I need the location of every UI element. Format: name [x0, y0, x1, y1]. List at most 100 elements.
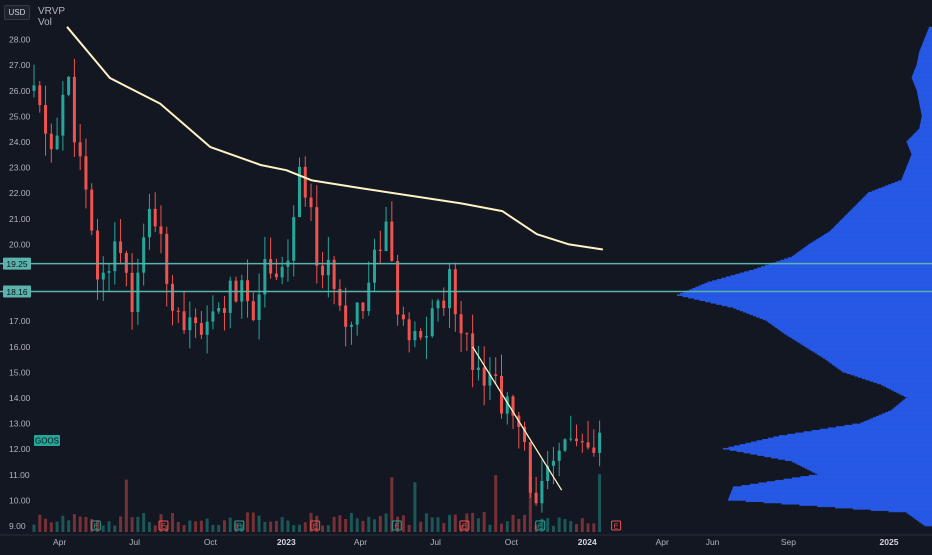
- currency-button[interactable]: USD: [4, 5, 30, 20]
- volume-bar: [454, 515, 457, 532]
- candle-body: [425, 336, 428, 338]
- candle-body: [50, 134, 53, 149]
- volume-bar: [442, 523, 445, 532]
- candle-body: [119, 241, 122, 253]
- volume-bar: [177, 522, 180, 532]
- volume-bar: [246, 512, 249, 532]
- candle-body: [390, 222, 393, 261]
- volume-bar: [84, 517, 87, 532]
- volume-bar: [298, 525, 301, 532]
- volume-bar: [33, 525, 36, 532]
- candle-body: [217, 308, 220, 311]
- candle-body: [73, 77, 76, 142]
- volume-bar: [379, 516, 382, 532]
- candle-body: [229, 281, 232, 313]
- price-level-label: 18.16: [6, 287, 28, 297]
- volume-bar: [44, 519, 47, 532]
- candle-body: [281, 267, 284, 277]
- volume-bar: [188, 520, 191, 532]
- volume-bar: [448, 515, 451, 532]
- volume-bar: [67, 520, 70, 532]
- symbol-tag: GOOS: [34, 435, 60, 446]
- candle-body: [581, 441, 584, 442]
- y-axis[interactable]: 9.0010.0011.0012.0013.0014.0015.0016.001…: [9, 35, 31, 531]
- volume-bar: [552, 526, 555, 532]
- volume-bar: [361, 521, 364, 532]
- candle-body: [200, 323, 203, 335]
- volume-bar: [367, 517, 370, 532]
- candle-body: [460, 314, 463, 333]
- volume-bar: [437, 517, 440, 532]
- volume-bar: [350, 513, 353, 532]
- volume-bar: [425, 513, 428, 532]
- volume-bar: [523, 515, 526, 532]
- candle-body: [33, 85, 36, 90]
- indicator-vol[interactable]: Vol: [38, 17, 52, 28]
- y-tick-label: 10.00: [9, 495, 31, 505]
- candle-body: [44, 105, 47, 134]
- candle-body: [552, 461, 555, 466]
- x-tick-label: Oct: [204, 537, 218, 547]
- y-tick-label: 23.00: [9, 163, 31, 173]
- candle-body: [38, 85, 41, 105]
- candle-body: [373, 250, 376, 283]
- candle-body: [148, 209, 151, 237]
- candle-body: [419, 331, 422, 338]
- volume-bar: [154, 525, 157, 532]
- volume-bar: [558, 517, 561, 532]
- earnings-marker-label: E: [161, 524, 166, 531]
- y-tick-label: 15.00: [9, 367, 31, 377]
- volume-bar: [356, 518, 359, 532]
- candle-body: [315, 207, 318, 266]
- volume-bar: [275, 521, 278, 532]
- candle-body: [575, 439, 578, 442]
- volume-bar: [500, 524, 503, 532]
- candle-body: [304, 167, 307, 198]
- candle-body: [165, 234, 168, 284]
- candle-body: [408, 319, 411, 340]
- volume-bar: [413, 482, 416, 532]
- x-tick-label: 2024: [578, 537, 597, 547]
- trendline[interactable]: [473, 347, 562, 490]
- candle-body: [344, 306, 347, 327]
- volume-bar: [108, 521, 111, 532]
- volume-bar: [402, 515, 405, 532]
- candle-body: [90, 190, 93, 231]
- volume-bar: [211, 525, 214, 532]
- x-tick-label: 2025: [880, 537, 899, 547]
- candle-body: [154, 209, 157, 226]
- candle-body: [396, 261, 399, 315]
- candle-body: [477, 368, 480, 370]
- y-tick-label: 24.00: [9, 137, 31, 147]
- y-tick-label: 27.00: [9, 60, 31, 70]
- candle-body: [350, 325, 353, 327]
- volume-bar: [131, 517, 134, 532]
- y-tick-label: 22.00: [9, 188, 31, 198]
- moving-average-line: [67, 27, 603, 250]
- indicator-vrvp[interactable]: VRVP: [38, 6, 65, 17]
- volume-bar: [38, 515, 41, 532]
- y-tick-label: 13.00: [9, 419, 31, 429]
- candle-body: [379, 250, 382, 251]
- volume-bar: [338, 515, 341, 532]
- earnings-marker-label: E: [237, 524, 242, 531]
- volume-bar: [483, 512, 486, 532]
- volume-bar: [286, 521, 289, 532]
- candle-body: [79, 142, 82, 156]
- candle-body: [598, 433, 601, 453]
- candle-body: [437, 301, 440, 309]
- earnings-marker-label: E: [614, 524, 619, 531]
- y-tick-label: 9.00: [9, 521, 26, 531]
- candle-body: [483, 368, 486, 386]
- volume-bar: [321, 526, 324, 532]
- volume-bar: [200, 521, 203, 532]
- volume-bar: [102, 526, 105, 532]
- volume-bar: [569, 521, 572, 532]
- volume-bar: [229, 518, 232, 532]
- candle-body: [171, 284, 174, 311]
- x-tick-label: 2023: [277, 537, 296, 547]
- candle-body: [177, 311, 180, 312]
- volume-bar: [477, 518, 480, 532]
